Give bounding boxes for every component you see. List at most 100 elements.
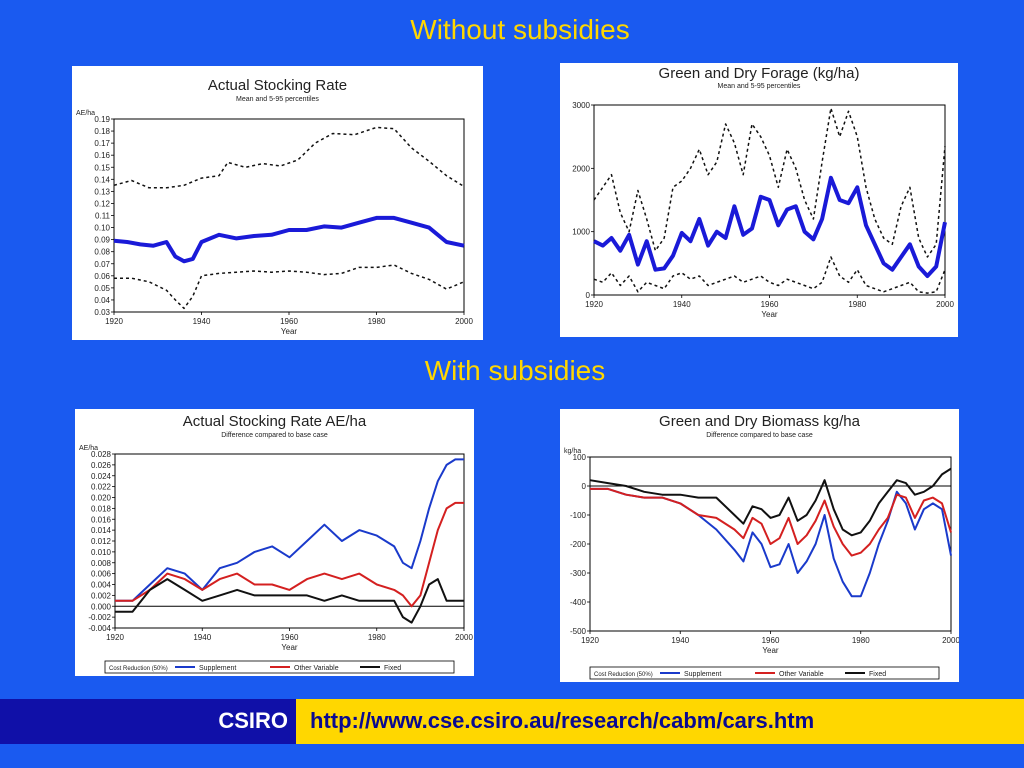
y-tick-label: 0.016 xyxy=(91,515,112,524)
y-tick-label: 0.10 xyxy=(94,224,110,233)
series-line-supplement xyxy=(115,458,464,602)
x-tick-label: 1920 xyxy=(105,317,123,326)
footer-url-link[interactable]: http://www.cse.csiro.au/research/cabm/ca… xyxy=(310,708,815,733)
chart-subtitle: Mean and 5-95 percentiles xyxy=(236,96,319,103)
x-tick-label: 1980 xyxy=(368,633,386,642)
y-tick-label: 0.002 xyxy=(91,591,112,600)
x-axis-label: Year xyxy=(281,643,298,652)
x-tick-label: 1960 xyxy=(761,300,779,309)
legend-entry: Other Variable xyxy=(294,665,339,672)
legend-entry: Supplement xyxy=(684,671,721,678)
x-axis-label: Year xyxy=(762,646,779,655)
x-tick-label: 2000 xyxy=(455,633,473,642)
x-axis-label: Year xyxy=(761,310,778,319)
y-tick-label: 0.14 xyxy=(94,175,110,184)
y-tick-label: 3000 xyxy=(572,101,590,110)
chart-biomass-subsidy: Green and Dry Biomass kg/ha Difference co… xyxy=(560,409,959,682)
x-tick-label: 1940 xyxy=(673,300,691,309)
y-tick-label: 0.004 xyxy=(91,581,112,590)
y-tick-label: 100 xyxy=(573,453,587,462)
chart-stocking-rate-no-subsidy: Actual Stocking Rate Mean and 5-95 percen… xyxy=(72,66,483,340)
y-tick-label: -100 xyxy=(570,511,587,520)
x-tick-label: 1940 xyxy=(671,636,689,645)
y-tick-label: 0.000 xyxy=(91,602,112,611)
series-line-other-variable xyxy=(590,487,952,557)
y-tick-label: 2000 xyxy=(572,164,590,173)
chart-subtitle: Mean and 5-95 percentiles xyxy=(718,83,801,90)
x-tick-label: 2000 xyxy=(936,300,954,309)
y-tick-label: 0.026 xyxy=(91,461,112,470)
y-tick-label: 0.05 xyxy=(94,284,110,293)
y-tick-label: 0.09 xyxy=(94,236,110,245)
chart-title: Actual Stocking Rate xyxy=(208,77,347,94)
y-axis-label: kg/ha xyxy=(564,448,581,455)
y-tick-label: 0 xyxy=(582,482,587,491)
legend-entry: Other Variable xyxy=(779,671,824,678)
y-tick-label: -0.004 xyxy=(88,624,111,633)
chart-title: Green and Dry Biomass kg/ha xyxy=(659,413,861,430)
series-line-lower xyxy=(114,264,465,310)
chart-svg: Green and Dry Forage (kg/ha)Mean and 5-9… xyxy=(572,65,954,319)
y-tick-label: 0.020 xyxy=(91,494,112,503)
legend-entry: Fixed xyxy=(384,665,401,672)
y-tick-label: 0.04 xyxy=(94,296,110,305)
y-tick-label: 0.16 xyxy=(94,151,110,160)
y-tick-label: 0.022 xyxy=(91,483,112,492)
x-tick-label: 1960 xyxy=(281,633,299,642)
chart-title: Green and Dry Forage (kg/ha) xyxy=(659,65,860,82)
x-tick-label: 1960 xyxy=(280,317,298,326)
heading-with-subsidies: With subsidies xyxy=(424,355,606,386)
y-axis-label: AE/ha xyxy=(76,110,95,117)
y-tick-label: -300 xyxy=(570,569,587,578)
series-line-fixed xyxy=(589,467,952,537)
chart-forage-no-subsidy: Green and Dry Forage (kg/ha) Mean and 5-9… xyxy=(560,63,958,337)
x-tick-label: 1940 xyxy=(193,633,211,642)
y-tick-label: 0.13 xyxy=(94,187,110,196)
series-line-upper xyxy=(593,107,946,258)
y-tick-label: 0.07 xyxy=(94,260,110,269)
y-tick-label: 0.03 xyxy=(94,308,110,317)
y-tick-label: 0.17 xyxy=(94,139,110,148)
chart-subtitle: Difference compared to base case xyxy=(221,432,328,439)
y-tick-label: 0.12 xyxy=(94,199,110,208)
x-tick-label: 2000 xyxy=(942,636,959,645)
plot-frame xyxy=(114,453,465,629)
x-axis-label: Year xyxy=(281,327,298,336)
series-line-mean xyxy=(113,215,465,264)
legend-entry: Fixed xyxy=(869,671,886,678)
y-tick-label: 0.19 xyxy=(94,115,110,124)
y-tick-label: 0.08 xyxy=(94,248,110,257)
y-tick-label: 0.012 xyxy=(91,537,112,546)
y-tick-label: 0.018 xyxy=(91,504,112,513)
y-tick-label: -0.002 xyxy=(88,613,111,622)
legend-title: Cost Reduction (50%) xyxy=(109,666,168,672)
y-tick-label: 0.11 xyxy=(95,212,111,221)
x-tick-label: 1980 xyxy=(848,300,866,309)
org-name: CSIRO xyxy=(218,708,288,733)
y-tick-label: 0.06 xyxy=(94,272,110,281)
chart-title: Actual Stocking Rate AE/ha xyxy=(183,413,367,430)
y-tick-label: -200 xyxy=(570,540,587,549)
chart-svg: Actual Stocking Rate Mean and 5-95 percen… xyxy=(76,77,473,336)
y-tick-label: 1000 xyxy=(572,228,590,237)
footer-band: CSIRO http://www.cse.csiro.au/research/c… xyxy=(0,699,1024,744)
x-tick-label: 1920 xyxy=(585,300,603,309)
y-axis-label: AE/ha xyxy=(79,445,98,452)
x-tick-label: 1980 xyxy=(368,317,386,326)
x-tick-label: 1960 xyxy=(762,636,780,645)
series-line-fixed xyxy=(115,578,464,624)
x-tick-label: 1920 xyxy=(106,633,124,642)
chart-stocking-rate-subsidy: Actual Stocking Rate AE/ha Difference com… xyxy=(75,409,474,676)
legend-title: Cost Reduction (50%) xyxy=(594,672,653,678)
y-tick-label: 0.024 xyxy=(91,472,112,481)
x-tick-label: 1920 xyxy=(581,636,599,645)
plot-frame xyxy=(113,118,465,313)
y-tick-label: -500 xyxy=(570,627,587,636)
chart-svg: Actual Stocking Rate AE/ha Difference com… xyxy=(79,413,473,674)
legend-entry: Supplement xyxy=(199,665,236,672)
y-tick-label: 0.014 xyxy=(91,526,112,535)
heading-without-subsidies: Without subsidies xyxy=(410,14,630,45)
x-tick-label: 1940 xyxy=(193,317,211,326)
y-tick-label: 0.028 xyxy=(91,450,112,459)
series-line-other-variable xyxy=(115,501,464,608)
